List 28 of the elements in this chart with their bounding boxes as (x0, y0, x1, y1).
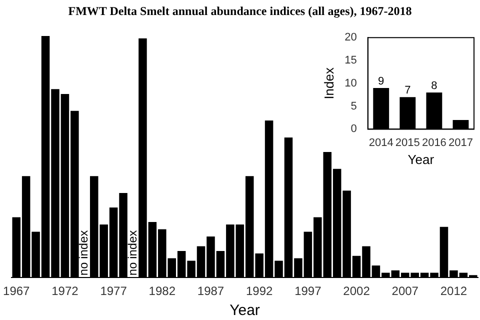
y-tick-label: 10 (344, 77, 357, 90)
x-tick-label: 1967 (3, 284, 30, 298)
x-axis-title: Year (230, 302, 260, 320)
annotation: no index (125, 230, 140, 276)
x-tick-label: 1987 (197, 284, 224, 298)
annotation: no index (76, 230, 91, 276)
x-tick-label: 2017 (448, 136, 473, 149)
y-tick-label: 20 (344, 32, 357, 44)
y-axis-title: Index (321, 67, 336, 100)
x-tick-label: 1997 (294, 284, 322, 298)
x-tick-label: 2012 (440, 284, 468, 298)
x-axis-title: Year (408, 152, 435, 167)
x-tick-label: 2002 (343, 284, 370, 298)
x-tick-label: 2014 (368, 136, 394, 149)
y-tick-label: 15 (344, 54, 357, 67)
data-label: 8 (431, 80, 438, 92)
x-tick-label: 1972 (52, 284, 79, 298)
data-label: 7 (404, 84, 411, 97)
data-label: 9 (378, 76, 384, 88)
chart-title: FMWT Delta Smelt annual abundance indices (all ages), 1967-2018 (67, 4, 413, 19)
x-tick-label: 1992 (246, 284, 273, 298)
x-tick-label: 1982 (148, 284, 176, 298)
y-tick-label: 0 (350, 123, 357, 136)
x-tick-label: 2007 (392, 284, 419, 298)
x-tick-label: 2015 (395, 136, 420, 149)
x-tick-label: 1977 (100, 284, 128, 298)
x-tick-label: 2016 (422, 136, 446, 149)
y-tick-label: 5 (350, 100, 357, 112)
